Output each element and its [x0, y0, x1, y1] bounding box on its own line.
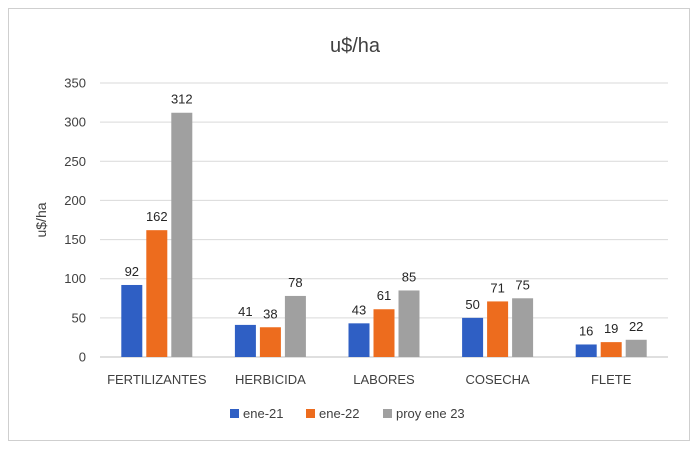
- bar-proy-ene-23-fertilizantes: [171, 112, 193, 358]
- bar-ene-22-flete: [600, 342, 622, 357]
- bar-ene-21-labores: [348, 323, 370, 357]
- bar-ene-22-fertilizantes: [146, 230, 168, 357]
- gridlines: [100, 82, 668, 358]
- bar-ene-21-flete: [575, 344, 597, 357]
- data-label: 41: [238, 304, 252, 319]
- legend-swatch: [306, 409, 315, 418]
- data-label: 19: [604, 321, 618, 336]
- category-labels: FERTILIZANTES HERBICIDA LABORES COSECHA FLET…: [107, 372, 632, 387]
- data-label: 43: [352, 302, 366, 317]
- chart-title: u$/ha: [330, 35, 381, 57]
- y-tick-label: 200: [64, 193, 86, 208]
- bar-ene-21-cosecha: [462, 317, 484, 357]
- bars: [121, 112, 647, 358]
- category-label: FERTILIZANTES: [107, 372, 207, 387]
- bar-proy-ene-23-cosecha: [512, 298, 534, 357]
- y-tick-label: 50: [72, 310, 86, 325]
- data-label: 50: [465, 297, 479, 312]
- data-label: 85: [402, 269, 416, 284]
- legend-label: ene-21: [243, 406, 283, 421]
- y-tick-labels: 0 50 100 150 200 250 300 350: [64, 76, 86, 365]
- bar-ene-21-herbicida: [234, 324, 256, 357]
- category-label: FLETE: [591, 372, 632, 387]
- chart-frame: [8, 8, 690, 441]
- legend-swatch: [230, 409, 239, 418]
- y-axis-label: u$/ha: [33, 202, 49, 237]
- y-tick-label: 300: [64, 115, 86, 130]
- data-label: 312: [171, 92, 193, 107]
- data-label: 38: [263, 306, 277, 321]
- y-tick-label: 250: [64, 154, 86, 169]
- data-label: 71: [490, 280, 504, 295]
- bar-proy-ene-23-labores: [398, 290, 420, 357]
- data-label: 162: [146, 209, 168, 224]
- bar-ene-22-cosecha: [487, 301, 509, 357]
- data-label: 75: [515, 277, 529, 292]
- data-label: 22: [629, 319, 643, 334]
- bar-ene-22-herbicida: [259, 327, 281, 357]
- y-tick-label: 100: [64, 271, 86, 286]
- category-label: HERBICIDA: [235, 372, 306, 387]
- data-labels: 92 162 312 41 38 78 43 61 85 50 71 75 16 19 22: [125, 92, 644, 339]
- y-tick-label: 0: [79, 350, 86, 365]
- bar-proy-ene-23-herbicida: [284, 295, 306, 357]
- legend-label: proy ene 23: [396, 406, 465, 421]
- data-label: 92: [125, 264, 139, 279]
- legend-swatch: [383, 409, 392, 418]
- category-label: COSECHA: [465, 372, 530, 387]
- bar-proy-ene-23-flete: [625, 339, 647, 357]
- bar-ene-22-labores: [373, 309, 395, 357]
- y-tick-label: 150: [64, 232, 86, 247]
- data-label: 78: [288, 275, 302, 290]
- category-label: LABORES: [353, 372, 415, 387]
- data-label: 61: [377, 288, 391, 303]
- legend: ene-21 ene-22 proy ene 23: [230, 406, 465, 421]
- bar-ene-21-fertilizantes: [121, 284, 143, 357]
- legend-label: ene-22: [319, 406, 359, 421]
- y-tick-label: 350: [64, 76, 86, 91]
- data-label: 16: [579, 323, 593, 338]
